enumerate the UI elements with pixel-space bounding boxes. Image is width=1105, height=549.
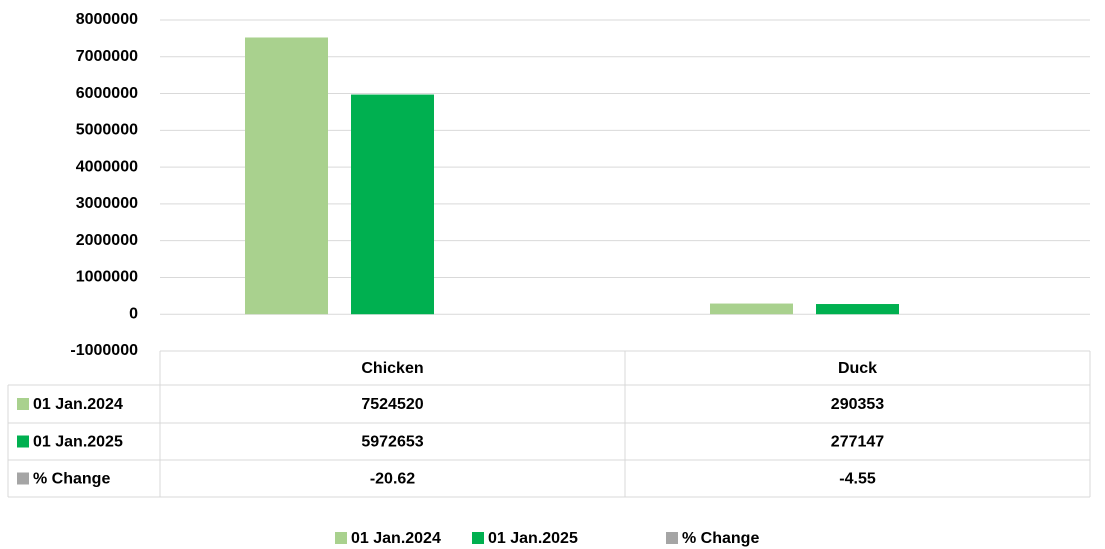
- table-row-label: 01 Jan.2025: [33, 434, 123, 451]
- table-value: -20.62: [370, 471, 415, 488]
- y-tick-label: -1000000: [70, 342, 138, 359]
- bar: [816, 304, 899, 315]
- legend-label: 01 Jan.2025: [488, 530, 578, 547]
- table-value: -4.55: [839, 471, 876, 488]
- y-tick-label: 7000000: [76, 48, 138, 65]
- table-row-label: 01 Jan.2024: [33, 396, 123, 413]
- table-row-label: % Change: [33, 471, 110, 488]
- y-tick-label: 6000000: [76, 85, 138, 102]
- legend-key: [335, 532, 347, 544]
- bar: [351, 94, 434, 315]
- x-tick-label: Chicken: [361, 360, 423, 377]
- legend-key: [666, 532, 678, 544]
- legend-key: [17, 435, 29, 448]
- legend-key: [17, 472, 29, 485]
- legend-label: % Change: [682, 530, 759, 547]
- x-tick-label: Duck: [838, 360, 877, 377]
- y-tick-label: 5000000: [76, 122, 138, 139]
- table-value: 290353: [831, 396, 884, 413]
- legend-key: [472, 532, 484, 544]
- y-tick-label: 2000000: [76, 232, 138, 249]
- table-value: 277147: [831, 434, 884, 451]
- table-value: 5972653: [361, 434, 423, 451]
- y-tick-label: 3000000: [76, 195, 138, 212]
- y-tick-label: 8000000: [76, 11, 138, 28]
- legend-key: [17, 398, 29, 410]
- y-tick-label: 0: [129, 305, 138, 322]
- legend-label: 01 Jan.2024: [351, 530, 441, 547]
- y-tick-label: 1000000: [76, 269, 138, 286]
- table-value: 7524520: [361, 396, 423, 413]
- bar: [245, 37, 328, 315]
- bar: [710, 303, 793, 315]
- y-tick-label: 4000000: [76, 158, 138, 175]
